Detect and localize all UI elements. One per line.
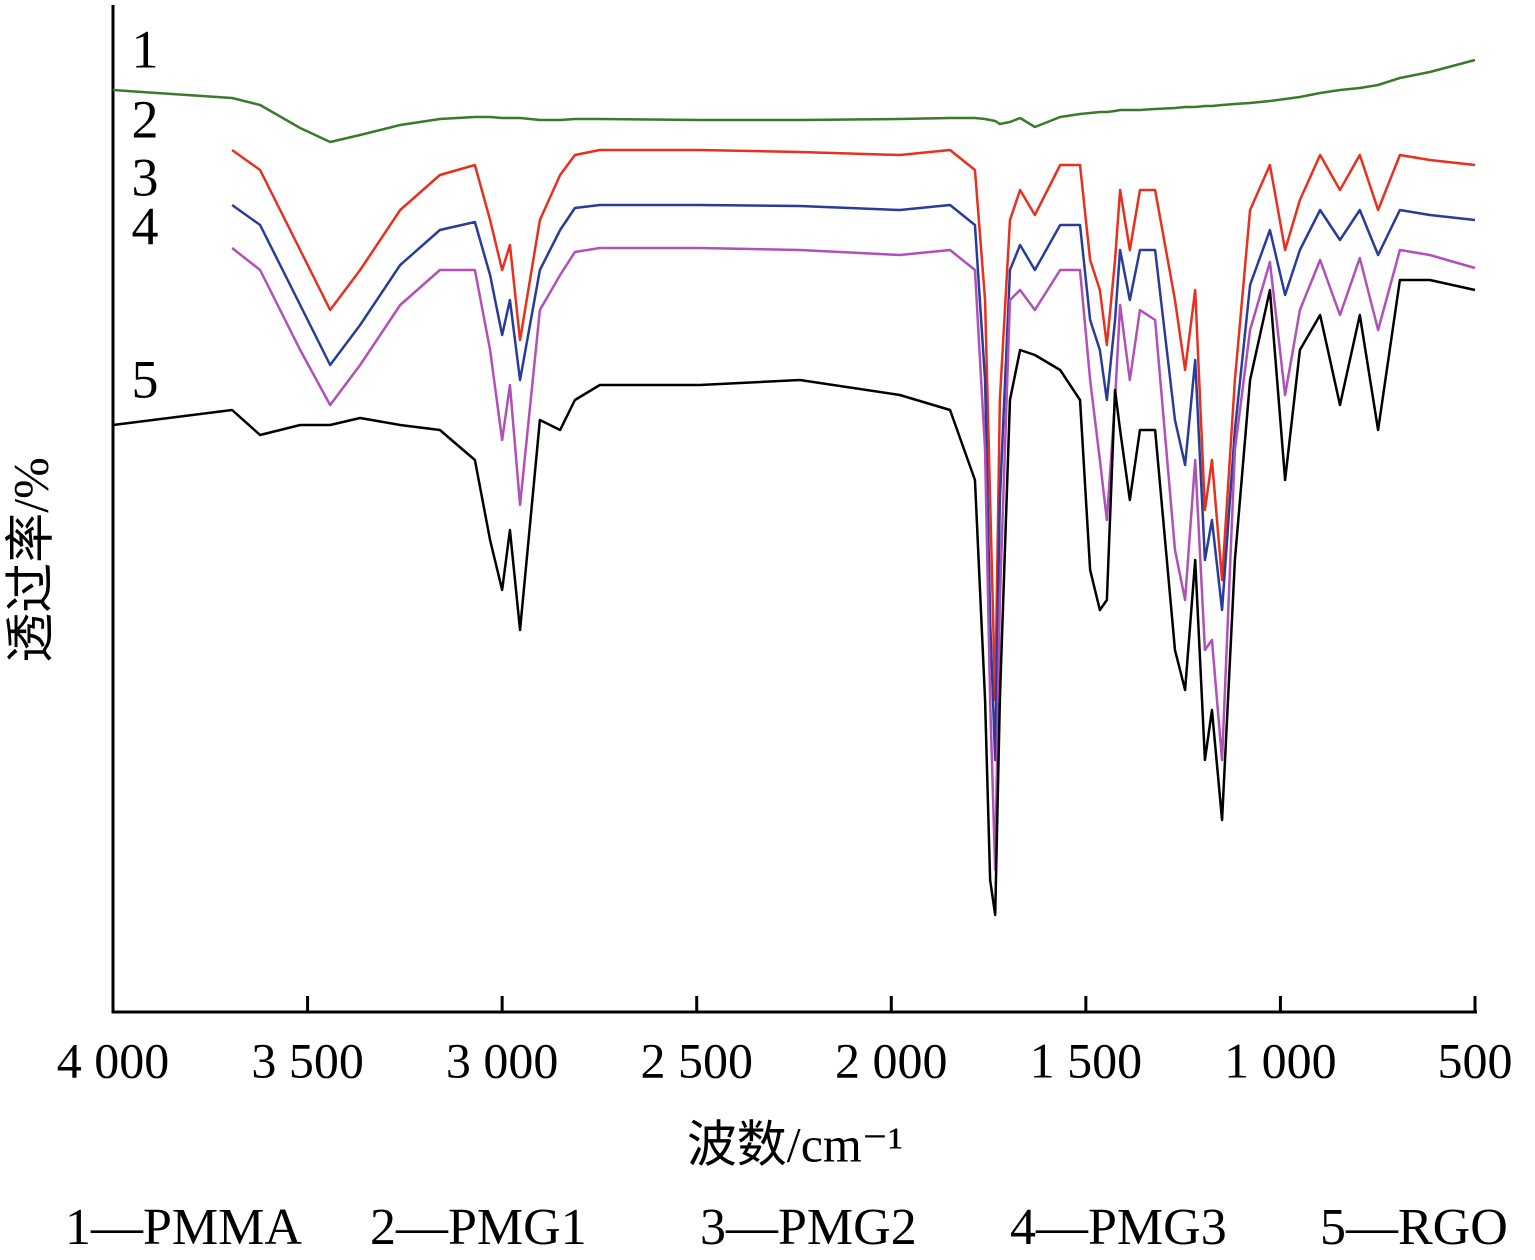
x-tick-label: 4 000 [57, 1032, 170, 1088]
legend-entry: 5—RGO [1320, 1199, 1508, 1256]
x-tick-label: 2 500 [640, 1032, 753, 1088]
spectrum-line [231, 203, 1476, 762]
spectrum-line [112, 278, 1476, 917]
curve-label: 4 [132, 196, 159, 256]
curve-label: 3 [132, 147, 159, 207]
x-axis-title: 波数/cm⁻¹ [687, 1116, 903, 1172]
x-tick-label: 2 000 [835, 1032, 948, 1088]
x-tick-label: 500 [1438, 1032, 1513, 1088]
x-tick-label: 3 500 [251, 1032, 364, 1088]
y-axis-title: 透过率/% [2, 457, 58, 663]
legend-entry: 3—PMG2 [700, 1199, 917, 1256]
legend-entry: 4—PMG3 [1010, 1199, 1227, 1256]
x-tick-label: 3 000 [446, 1032, 559, 1088]
spectrum-line [231, 246, 1476, 872]
legend-entry: 1—PMMA [65, 1199, 302, 1256]
curve-label: 5 [132, 349, 159, 409]
spectrum-line [112, 58, 1476, 144]
curve-label: 1 [132, 19, 159, 79]
curve-label: 2 [132, 89, 159, 149]
x-tick-label: 1 500 [1030, 1032, 1143, 1088]
x-tick-label: 1 000 [1224, 1032, 1337, 1088]
legend-entry: 2—PMG1 [370, 1199, 587, 1256]
spectrum-line [231, 148, 1476, 702]
